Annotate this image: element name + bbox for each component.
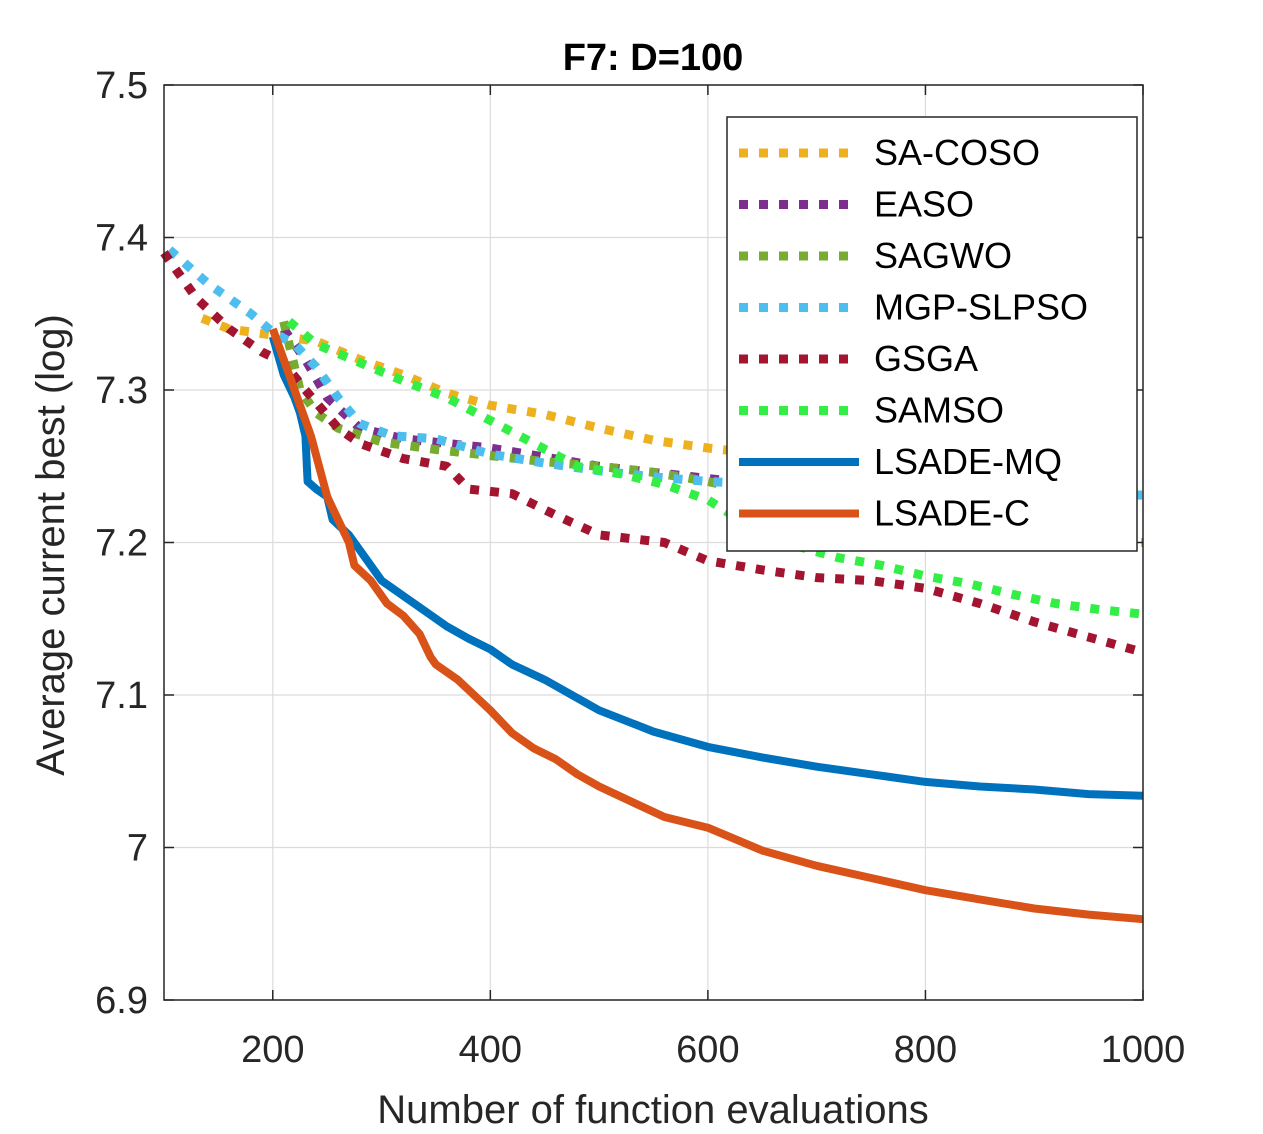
series-line-mgp-slpso bbox=[166, 246, 1144, 500]
x-axis-label: Number of function evaluations bbox=[377, 1088, 928, 1132]
x-tick-label: 600 bbox=[676, 1029, 739, 1071]
series-line-sagwo bbox=[279, 320, 1143, 547]
y-tick-label: 7.5 bbox=[95, 65, 148, 107]
y-tick-label: 7.3 bbox=[95, 370, 148, 412]
legend-label-mgp-slpso: MGP-SLPSO bbox=[874, 287, 1088, 328]
y-tick-label: 7.4 bbox=[95, 218, 148, 260]
y-tick-label: 7.1 bbox=[95, 675, 148, 717]
legend: SA-COSO EASO SAGWO MGP-SLPSO GSGA SAMSO LSADE-… bbox=[726, 116, 1138, 552]
series-line-lsade-mq bbox=[268, 335, 1144, 800]
series-layer bbox=[160, 246, 1145, 924]
y-axis-label: Average current best (log) bbox=[29, 314, 73, 776]
legend-label-gsga: GSGA bbox=[874, 338, 978, 379]
legend-label-sagwo: SAGWO bbox=[874, 235, 1012, 276]
x-tick-label: 1000 bbox=[1101, 1029, 1186, 1071]
legend-label-easo: EASO bbox=[874, 184, 974, 225]
legend-label-samso: SAMSO bbox=[874, 390, 1004, 431]
x-tick-label: 200 bbox=[241, 1029, 304, 1071]
legend-label-lsade-c: LSADE-C bbox=[874, 493, 1030, 534]
x-tick-label: 800 bbox=[894, 1029, 957, 1071]
ticks: 200 400 600 800 1000 6.9 7 7.1 7.2 7.3 7.4 7.5 bbox=[95, 65, 1185, 1071]
series-line-lsade-c bbox=[269, 327, 1144, 924]
y-tick-label: 7.2 bbox=[95, 523, 148, 565]
legend-label-lsade-mq: LSADE-MQ bbox=[874, 441, 1062, 482]
legend-box bbox=[726, 116, 1138, 552]
y-tick-label: 6.9 bbox=[95, 980, 148, 1022]
y-tick-label: 7 bbox=[127, 828, 148, 870]
series-line-samso bbox=[286, 317, 1144, 619]
chart-title: F7: D=100 bbox=[563, 37, 744, 79]
x-tick-label: 400 bbox=[459, 1029, 522, 1071]
legend-label-sa-coso: SA-COSO bbox=[874, 132, 1040, 173]
